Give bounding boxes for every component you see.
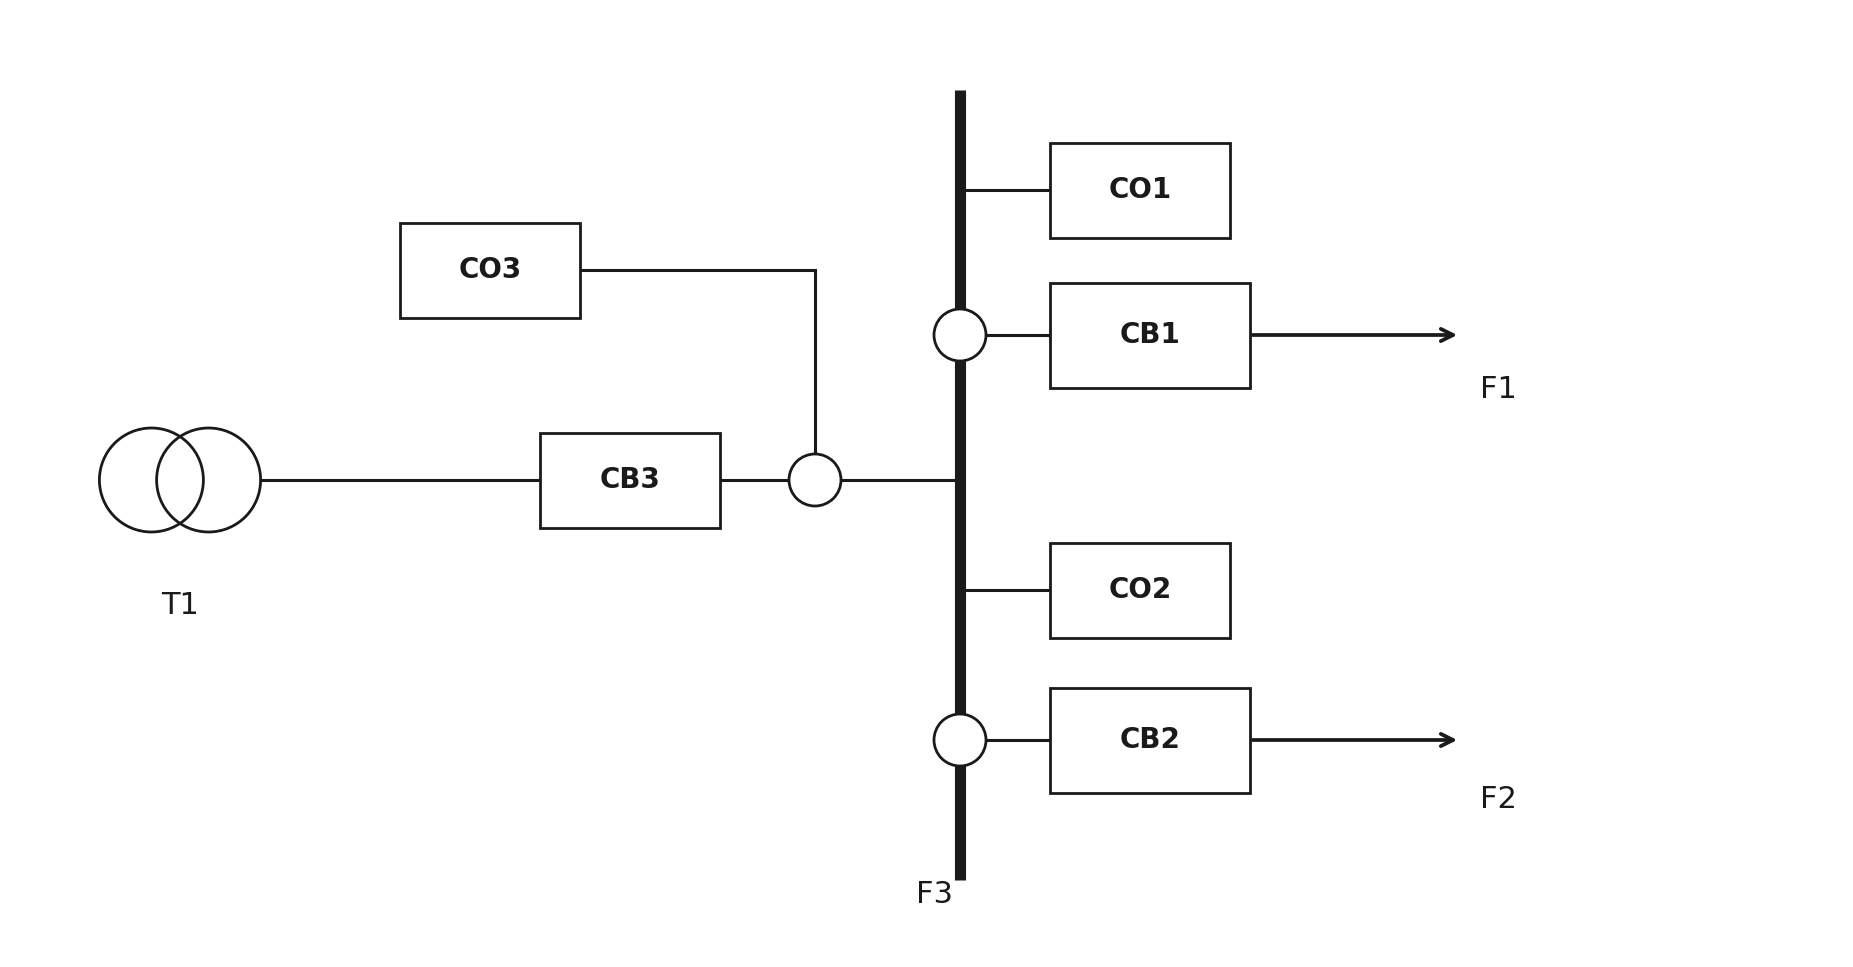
Circle shape — [934, 714, 986, 766]
Text: F1: F1 — [1481, 375, 1518, 404]
FancyBboxPatch shape — [1051, 688, 1251, 793]
Text: CB2: CB2 — [1119, 726, 1180, 754]
Text: F3: F3 — [917, 881, 954, 910]
FancyBboxPatch shape — [400, 222, 580, 317]
FancyBboxPatch shape — [1051, 282, 1251, 388]
Text: CO3: CO3 — [458, 256, 523, 284]
Text: CB1: CB1 — [1119, 321, 1180, 349]
Circle shape — [934, 309, 986, 361]
FancyBboxPatch shape — [539, 432, 721, 528]
Text: T1: T1 — [161, 591, 198, 620]
FancyBboxPatch shape — [1051, 542, 1230, 637]
Text: CO1: CO1 — [1108, 176, 1171, 204]
FancyBboxPatch shape — [1051, 142, 1230, 238]
Circle shape — [789, 454, 841, 506]
Text: CO2: CO2 — [1108, 576, 1171, 604]
Text: F2: F2 — [1481, 785, 1518, 814]
Text: CB3: CB3 — [600, 466, 660, 494]
